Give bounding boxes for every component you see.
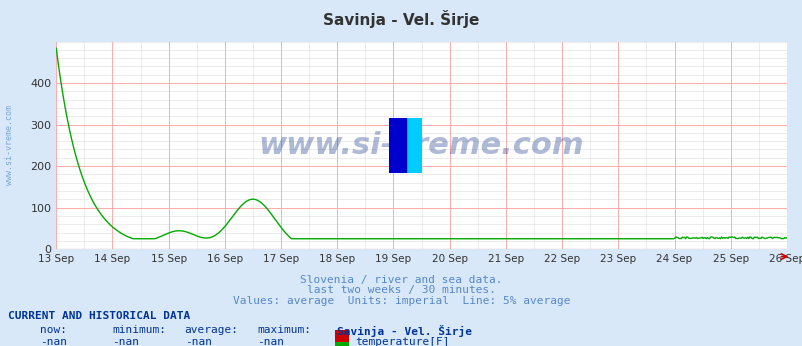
Text: -nan: -nan bbox=[184, 337, 212, 346]
Text: average:: average: bbox=[184, 325, 238, 335]
Bar bbox=[389, 118, 405, 173]
Text: minimum:: minimum: bbox=[112, 325, 166, 335]
Text: www.si-vreme.com: www.si-vreme.com bbox=[258, 131, 584, 160]
Text: Values: average  Units: imperial  Line: 5% average: Values: average Units: imperial Line: 5%… bbox=[233, 296, 569, 306]
Text: -nan: -nan bbox=[40, 337, 67, 346]
Text: Slovenia / river and sea data.: Slovenia / river and sea data. bbox=[300, 275, 502, 285]
Polygon shape bbox=[389, 118, 405, 173]
Text: www.si-vreme.com: www.si-vreme.com bbox=[5, 105, 14, 185]
Text: maximum:: maximum: bbox=[257, 325, 310, 335]
Text: temperature[F]: temperature[F] bbox=[354, 337, 449, 346]
Text: now:: now: bbox=[40, 325, 67, 335]
Text: Savinja - Vel. Širje: Savinja - Vel. Širje bbox=[337, 325, 472, 337]
Text: CURRENT AND HISTORICAL DATA: CURRENT AND HISTORICAL DATA bbox=[8, 311, 190, 321]
Text: -nan: -nan bbox=[257, 337, 284, 346]
Text: -nan: -nan bbox=[112, 337, 140, 346]
Text: Savinja - Vel. Širje: Savinja - Vel. Širje bbox=[323, 10, 479, 28]
Bar bbox=[405, 118, 421, 173]
Text: last two weeks / 30 minutes.: last two weeks / 30 minutes. bbox=[306, 285, 496, 295]
